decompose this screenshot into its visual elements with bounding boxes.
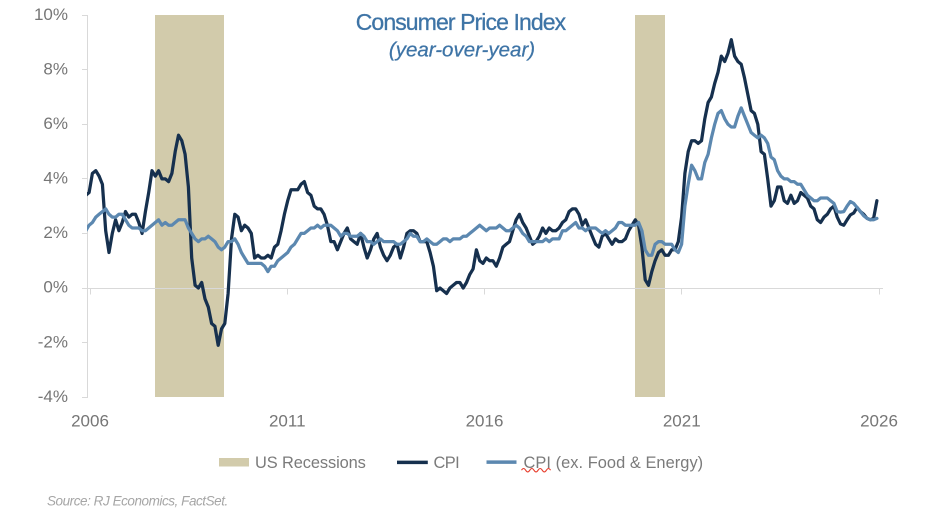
- svg-text:-4%: -4%: [38, 387, 68, 406]
- svg-text:US Recessions: US Recessions: [255, 454, 366, 472]
- svg-text:4%: 4%: [43, 169, 68, 188]
- svg-text:0%: 0%: [43, 278, 68, 297]
- svg-text:Consumer Price Index: Consumer Price Index: [356, 9, 567, 35]
- svg-text:CPI (ex. Food & Energy): CPI (ex. Food & Energy): [524, 454, 704, 472]
- svg-text:2021: 2021: [663, 412, 701, 431]
- svg-text:8%: 8%: [43, 59, 68, 78]
- svg-text:2016: 2016: [466, 412, 504, 431]
- svg-text:2006: 2006: [71, 412, 109, 431]
- svg-text:-2%: -2%: [38, 332, 68, 351]
- svg-text:Source: RJ Economics, FactSet.: Source: RJ Economics, FactSet.: [47, 494, 228, 509]
- svg-text:10%: 10%: [34, 5, 68, 24]
- svg-text:(year-over-year): (year-over-year): [389, 39, 535, 62]
- svg-text:2011: 2011: [269, 412, 306, 431]
- svg-text:2%: 2%: [43, 223, 68, 242]
- svg-text:6%: 6%: [43, 114, 68, 133]
- svg-text:2026: 2026: [860, 412, 898, 431]
- svg-text:CPI: CPI: [434, 454, 460, 472]
